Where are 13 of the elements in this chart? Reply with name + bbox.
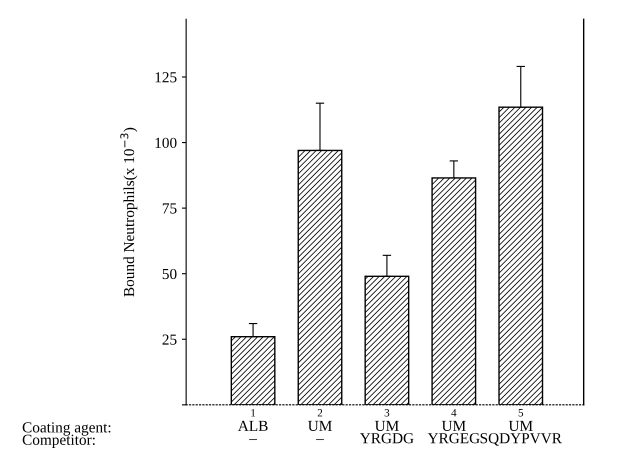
- y-tick-label: 125: [156, 72, 177, 82]
- text: Competitor:: [22, 434, 95, 448]
- y-tick-label: 50: [162, 268, 177, 280]
- x-tick-label: 1 ALB –: [238, 409, 268, 440]
- y-axis-title: Bound Neutrophils(x 10$^{−3}$): [120, 128, 138, 297]
- x-tick-label: 5 UM SQDYPVVR: [480, 409, 562, 446]
- x-tick-label: 4 UM YRGEG: [428, 409, 480, 444]
- x-tick-label: 2 UM –: [308, 409, 332, 440]
- text: Coating agent:: [22, 422, 110, 436]
- y-tick-label: 25: [162, 334, 177, 345]
- y-tick-label: 100: [156, 138, 177, 148]
- x-tick-label: 3 UM YRGDG: [360, 409, 414, 444]
- y-tick-label: 75: [162, 203, 177, 214]
